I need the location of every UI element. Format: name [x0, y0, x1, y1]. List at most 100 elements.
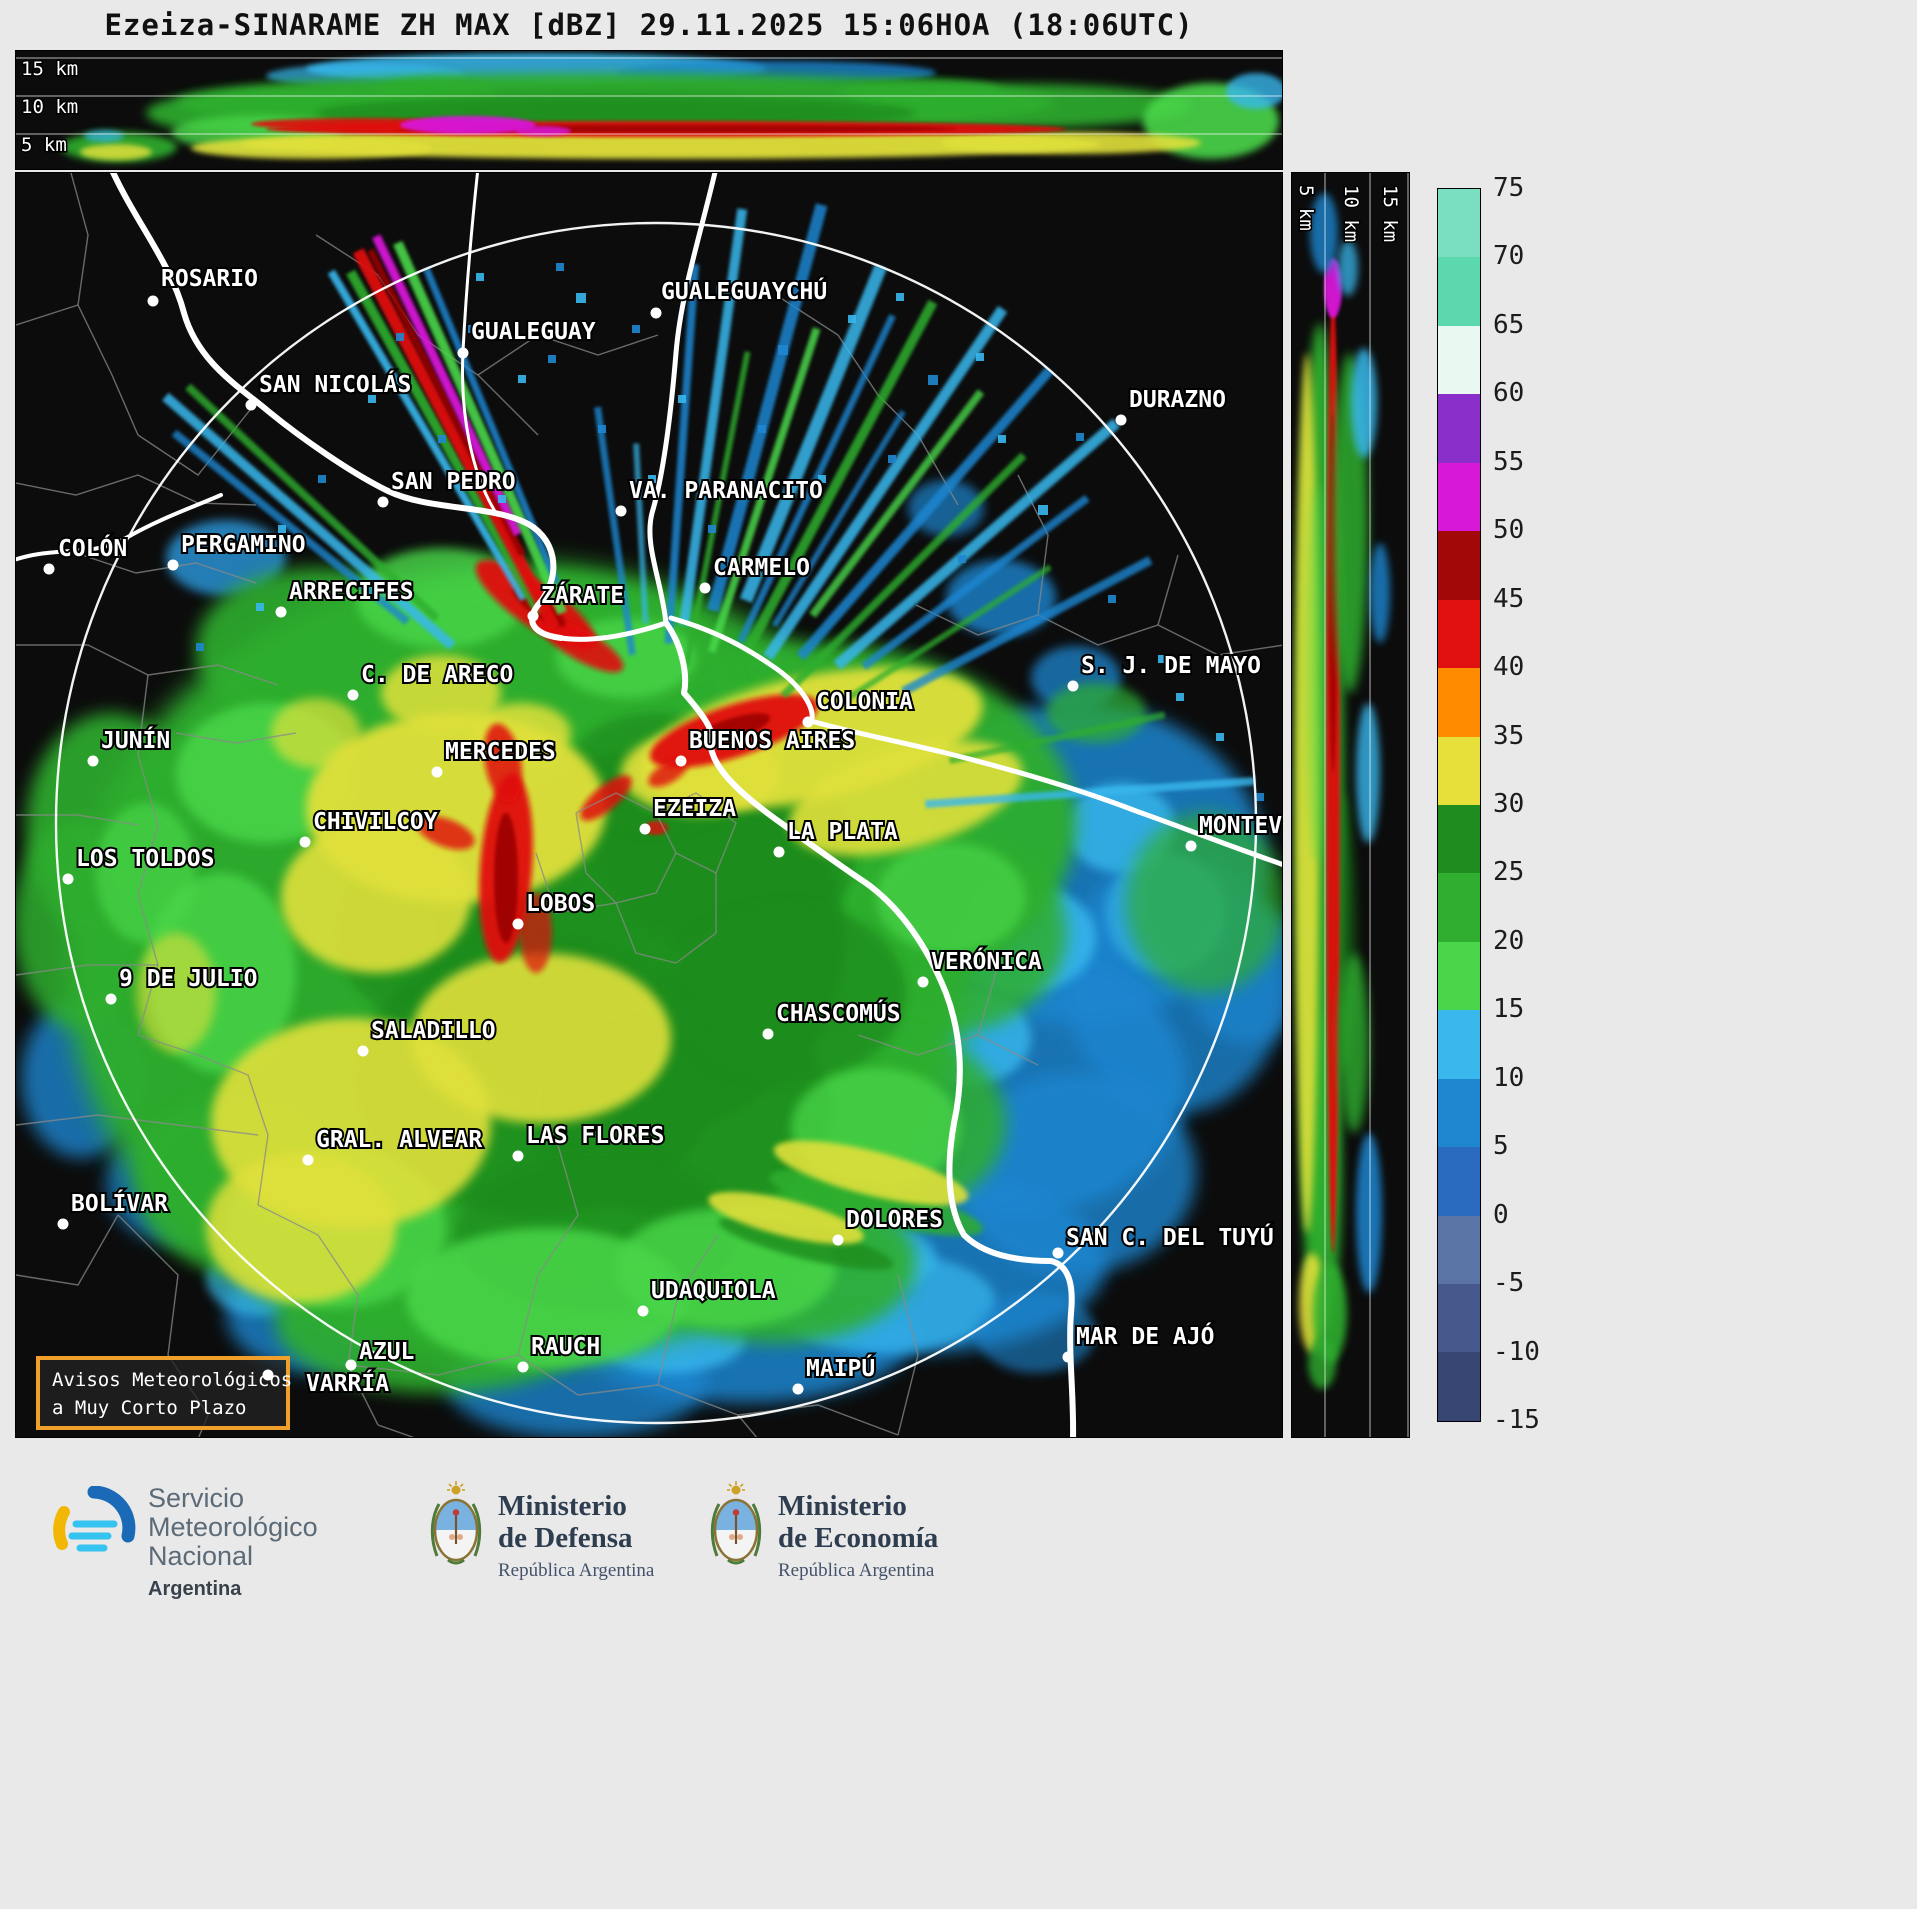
echo-speckle: [498, 495, 506, 503]
radar-echo: [1126, 813, 1282, 993]
interference-spoke: [327, 269, 528, 602]
city-label: GUALEGUAY: [471, 319, 596, 345]
city-dot: [457, 347, 469, 359]
height-label: 5 km: [1295, 185, 1317, 231]
city-label: MAR DE AJÓ: [1076, 1322, 1214, 1350]
radar-echo: [708, 1191, 864, 1245]
colorbar-tick: 75: [1493, 173, 1525, 203]
product-title: Ezeiza-SINARAME ZH MAX [dBZ] 29.11.2025 …: [104, 8, 1194, 42]
colorbar-segment: [1438, 462, 1480, 532]
xsec-echo: [1338, 240, 1358, 296]
interference-spoke: [633, 443, 649, 624]
colorbar-tick: 35: [1493, 720, 1525, 751]
radar-echo: [96, 803, 196, 943]
admin-border: [535, 852, 617, 914]
city-label: DOLORES: [846, 1207, 943, 1233]
colorbar-segment: [1438, 668, 1480, 737]
colorbar-segment: [1438, 1078, 1480, 1148]
radar-echo: [1046, 683, 1146, 743]
colorbar-segment: [1438, 189, 1480, 258]
city-dot: [802, 716, 814, 728]
interference-spoke: [707, 203, 828, 613]
city-label: SAN NICOLÁS: [259, 370, 411, 398]
interference-spoke: [352, 248, 560, 631]
echo-speckle: [716, 285, 725, 294]
colorbar-tick: 20: [1493, 925, 1525, 956]
city-dot: [615, 505, 627, 517]
admin-border: [657, 1234, 719, 1386]
admin-border: [655, 792, 737, 874]
echo-speckle: [1108, 595, 1116, 603]
admin-border: [16, 304, 79, 326]
city-label: GUALEGUAYCHÚ: [661, 277, 827, 305]
city-dot: [62, 873, 74, 885]
colorbar-tick: -5: [1493, 1268, 1525, 1299]
interference-spoke: [367, 248, 526, 557]
echo-speckle: [708, 525, 716, 533]
city-label: GRAL. ALVEAR: [316, 1127, 482, 1153]
city-dot: [1115, 414, 1127, 426]
coat-of-arms-icon: [710, 1480, 762, 1565]
radar-echo: [494, 813, 518, 943]
xsec-echo: [851, 84, 1191, 128]
echo-speckle: [976, 353, 984, 361]
city-label: CARMELO: [713, 555, 810, 581]
city-dot: [431, 766, 443, 778]
radar-echo: [281, 823, 471, 973]
interference-spoke: [678, 208, 748, 626]
admin-border: [16, 964, 158, 976]
defensa-line-3: República Argentina: [498, 1560, 655, 1581]
echo-speckle: [1038, 505, 1048, 515]
city-label: ROSARIO: [161, 266, 258, 292]
footer: Servicio Meteorológico Nacional Argentin…: [0, 1438, 1917, 1909]
radar-echo: [538, 617, 624, 673]
colorbar-tick: -15: [1493, 1405, 1540, 1435]
colorbar-tick: 0: [1493, 1199, 1509, 1230]
city-label: LA PLATA: [787, 819, 898, 845]
colorbar-tick: 25: [1493, 857, 1525, 888]
city-label: RAUCH: [531, 1334, 600, 1360]
echo-speckle: [556, 263, 564, 271]
colorbar-segment: [1438, 1284, 1480, 1353]
echo-speckle: [278, 525, 286, 533]
echo-speckle: [958, 555, 966, 563]
echo-speckle: [438, 435, 446, 443]
admin-border: [477, 334, 659, 376]
height-label: 15 km: [1379, 185, 1401, 242]
admin-border: [737, 1414, 758, 1437]
city-label: DURAZNO: [1129, 387, 1226, 413]
city-label: CHIVILCOY: [313, 809, 438, 835]
city-label: VARRÍA: [306, 1369, 389, 1397]
echo-speckle: [778, 345, 788, 355]
colorbar-segment: [1438, 1010, 1480, 1079]
radar-echo: [769, 1170, 983, 1236]
main-radar-map: Avisos Meteorológicos a Muy Corto Plazo RO…: [15, 172, 1283, 1438]
smn-line-2: Meteorológico: [148, 1512, 318, 1542]
city-dot: [699, 582, 711, 594]
xsec-echo: [1356, 703, 1380, 843]
colorbar-tick: 55: [1493, 446, 1525, 477]
interference-spoke: [372, 234, 523, 537]
colorbar-segment: [1438, 1352, 1480, 1421]
height-label: 15 km: [21, 58, 78, 80]
admin-border: [16, 1214, 119, 1286]
echo-speckle: [758, 425, 766, 433]
warning-box[interactable]: [36, 1356, 290, 1430]
admin-border: [1157, 554, 1179, 626]
interference-spoke: [809, 389, 985, 618]
echo-speckle: [678, 395, 686, 403]
city-dot: [1185, 840, 1197, 852]
smn-logo-icon: [53, 1486, 136, 1552]
admin-border: [137, 674, 159, 1036]
admin-border: [16, 814, 139, 826]
colorbar-segment: [1438, 1147, 1480, 1216]
xsec-echo: [400, 116, 536, 134]
height-label: 5 km: [21, 134, 67, 156]
echo-speckle: [888, 455, 896, 463]
colorbar-segment: [1438, 736, 1480, 805]
echo-speckle: [648, 475, 656, 483]
radar-echo: [136, 933, 216, 1053]
city-dot: [245, 399, 257, 411]
colorbar-tick: 40: [1493, 652, 1525, 683]
river: [558, 620, 669, 642]
